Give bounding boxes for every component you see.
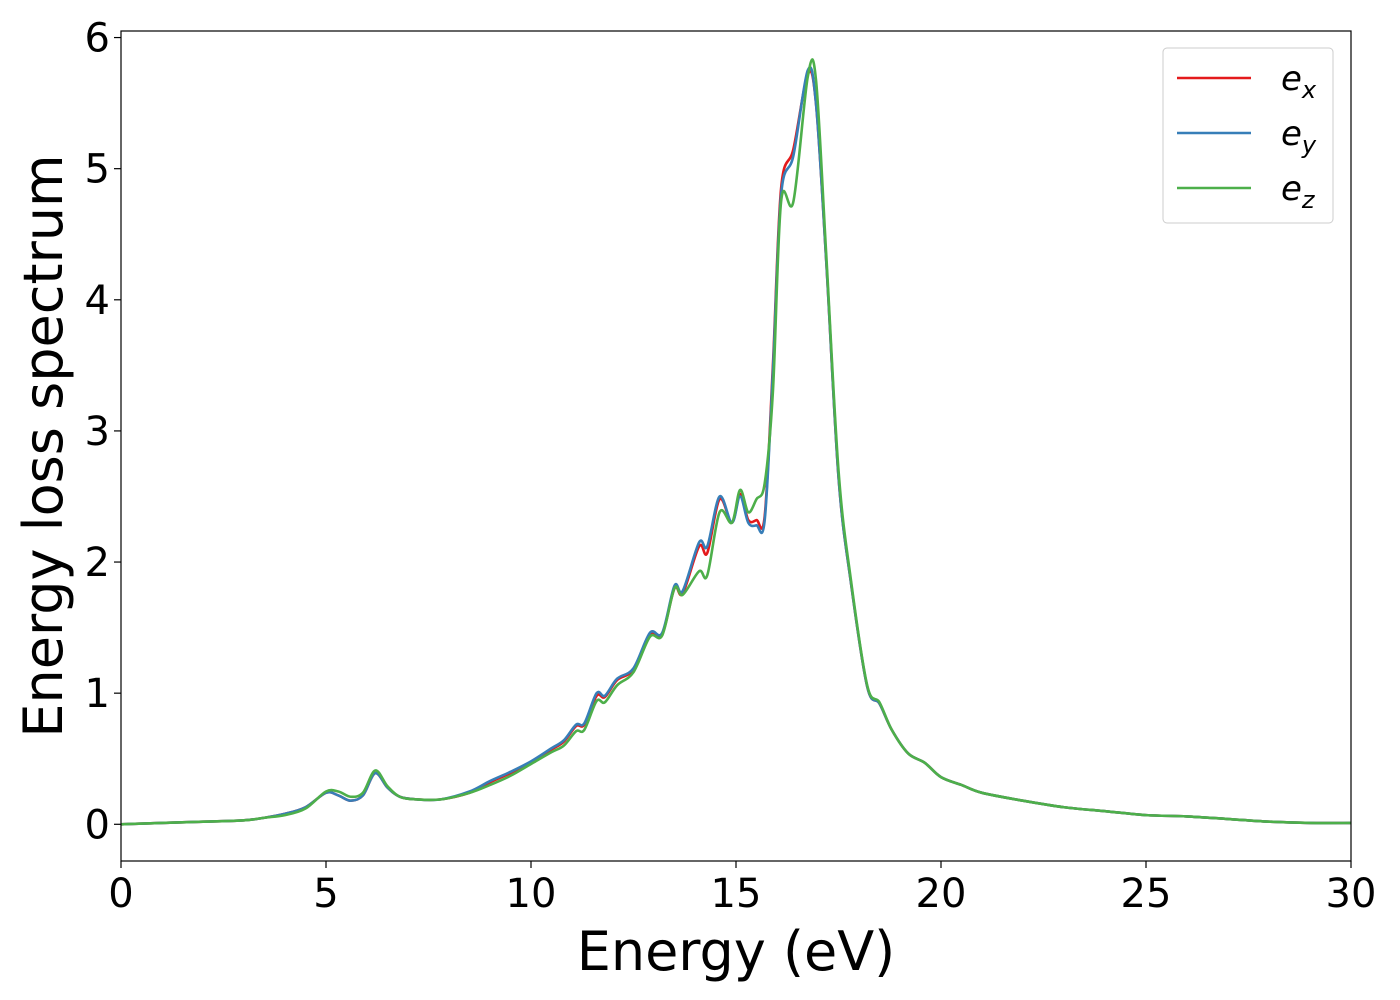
x-tick-label-30: 30 xyxy=(1326,871,1377,917)
series-lines xyxy=(121,58,1351,826)
legend-label-base: e xyxy=(1281,169,1302,209)
legend-label-e-y: ey xyxy=(1281,114,1317,159)
y-tick-label-4: 4 xyxy=(85,278,110,324)
legend-label-base: e xyxy=(1281,59,1302,99)
x-tick-label-10: 10 xyxy=(506,871,557,917)
legend-label-base: e xyxy=(1281,114,1302,154)
y-tick-label-0: 0 xyxy=(85,802,110,848)
y-tick-label-3: 3 xyxy=(85,409,110,455)
legend-label-subscript: x xyxy=(1301,76,1317,104)
legend-label-subscript: z xyxy=(1301,186,1316,214)
x-axis-title: Energy (eV) xyxy=(577,920,896,983)
y-axis: 0 1 2 3 4 5 6 xyxy=(85,16,121,848)
plot-area xyxy=(120,30,1352,862)
x-tick-label-5: 5 xyxy=(313,871,338,917)
x-tick-label-25: 25 xyxy=(1121,871,1172,917)
legend-label-e-x: ex xyxy=(1281,59,1317,104)
legend-box xyxy=(1162,47,1334,224)
x-tick-label-15: 15 xyxy=(711,871,762,917)
y-tick-label-5: 5 xyxy=(85,147,110,193)
legend-label-subscript: y xyxy=(1301,131,1317,159)
y-tick-label-6: 6 xyxy=(85,16,110,62)
y-axis-title: Energy loss spectrum xyxy=(12,154,75,737)
y-tick-label-1: 1 xyxy=(85,671,110,717)
x-tick-label-0: 0 xyxy=(108,871,133,917)
y-tick-label-2: 2 xyxy=(85,540,110,586)
x-axis: 0 5 10 15 20 25 30 xyxy=(108,861,1376,917)
x-tick-label-20: 20 xyxy=(916,871,967,917)
series-line-e-z xyxy=(121,58,1351,826)
legend-label-e-z: ez xyxy=(1281,169,1316,214)
